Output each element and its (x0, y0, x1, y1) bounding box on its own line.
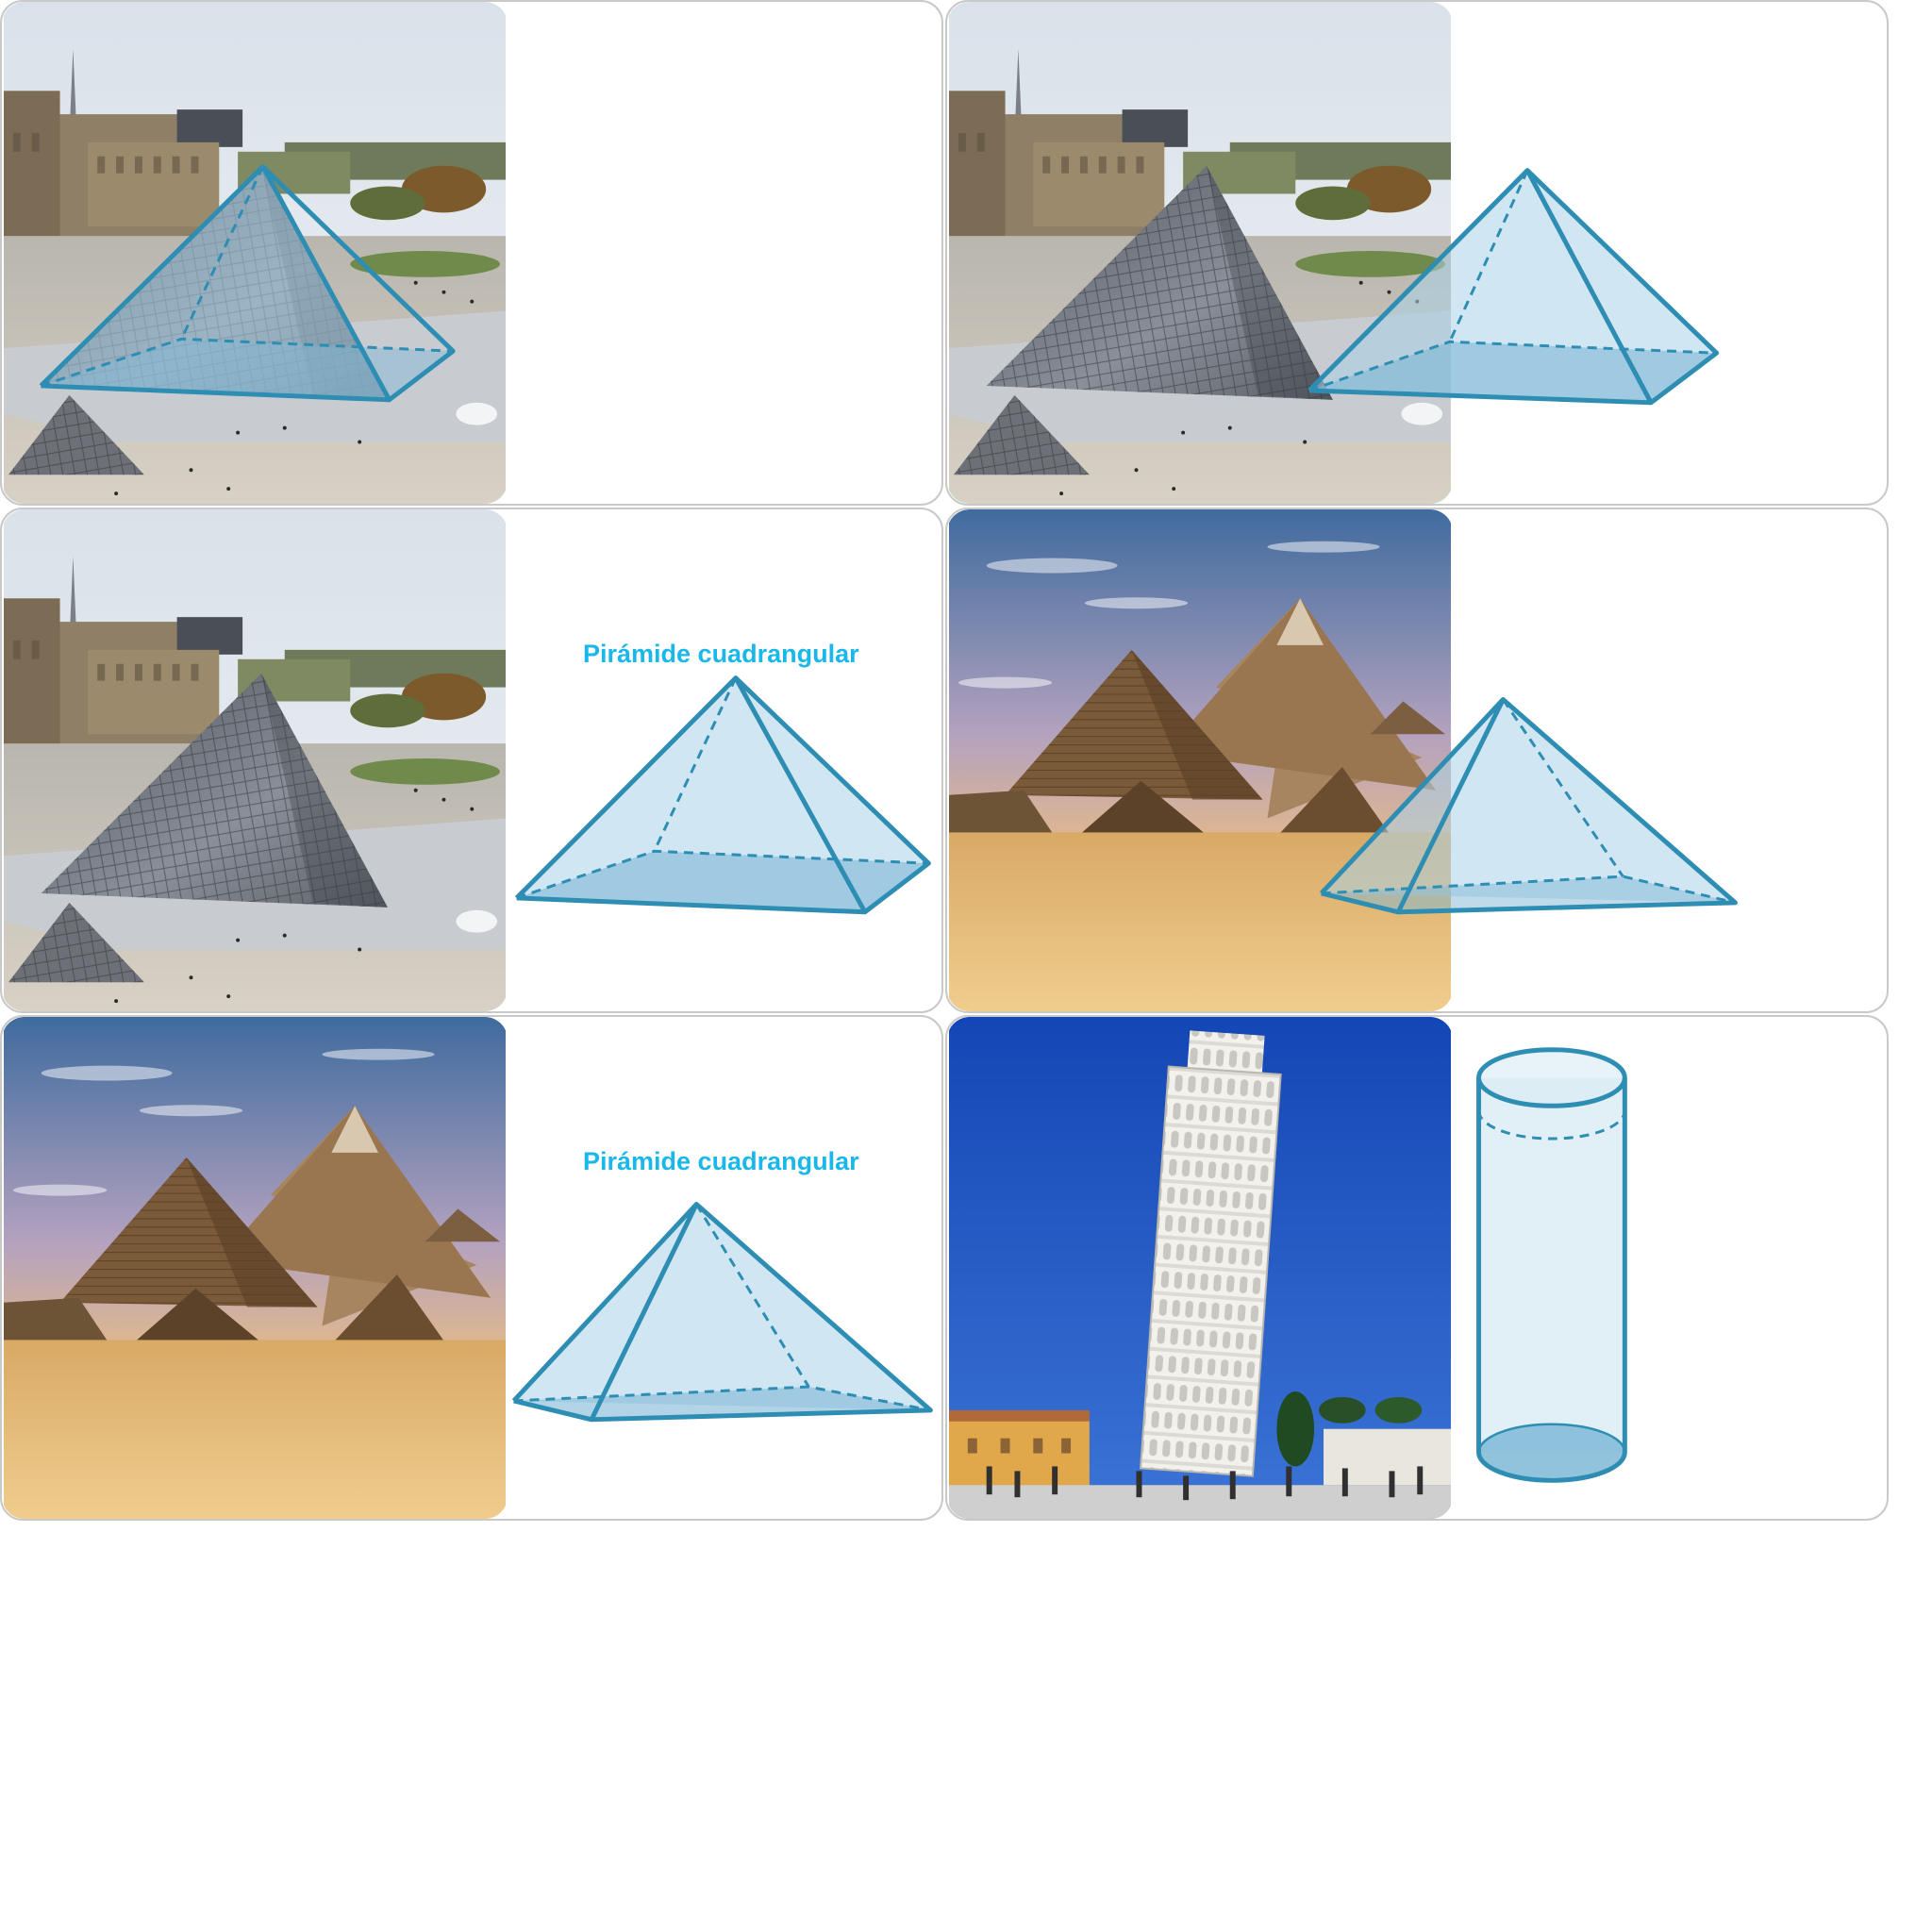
cylinder-diagram (1476, 1047, 1627, 1483)
card-3: Pirámide cuadrangular (0, 508, 943, 1013)
card-1 (0, 0, 943, 506)
square-pyramid-diagram (514, 675, 931, 915)
shape-label: Pirámide cuadrangular (583, 1147, 859, 1175)
card-5: Pirámide cuadrangular (0, 1015, 943, 1521)
card-2 (945, 0, 1889, 506)
square-pyramid-diagram (511, 1202, 933, 1423)
shape-label: Pirámide cuadrangular (583, 640, 859, 668)
square-pyramid-overlay (1319, 697, 1738, 915)
square-pyramid-overlay (39, 164, 456, 403)
card-6 (945, 1015, 1889, 1521)
square-pyramid-overlay (1307, 168, 1720, 406)
card-4 (945, 508, 1889, 1013)
